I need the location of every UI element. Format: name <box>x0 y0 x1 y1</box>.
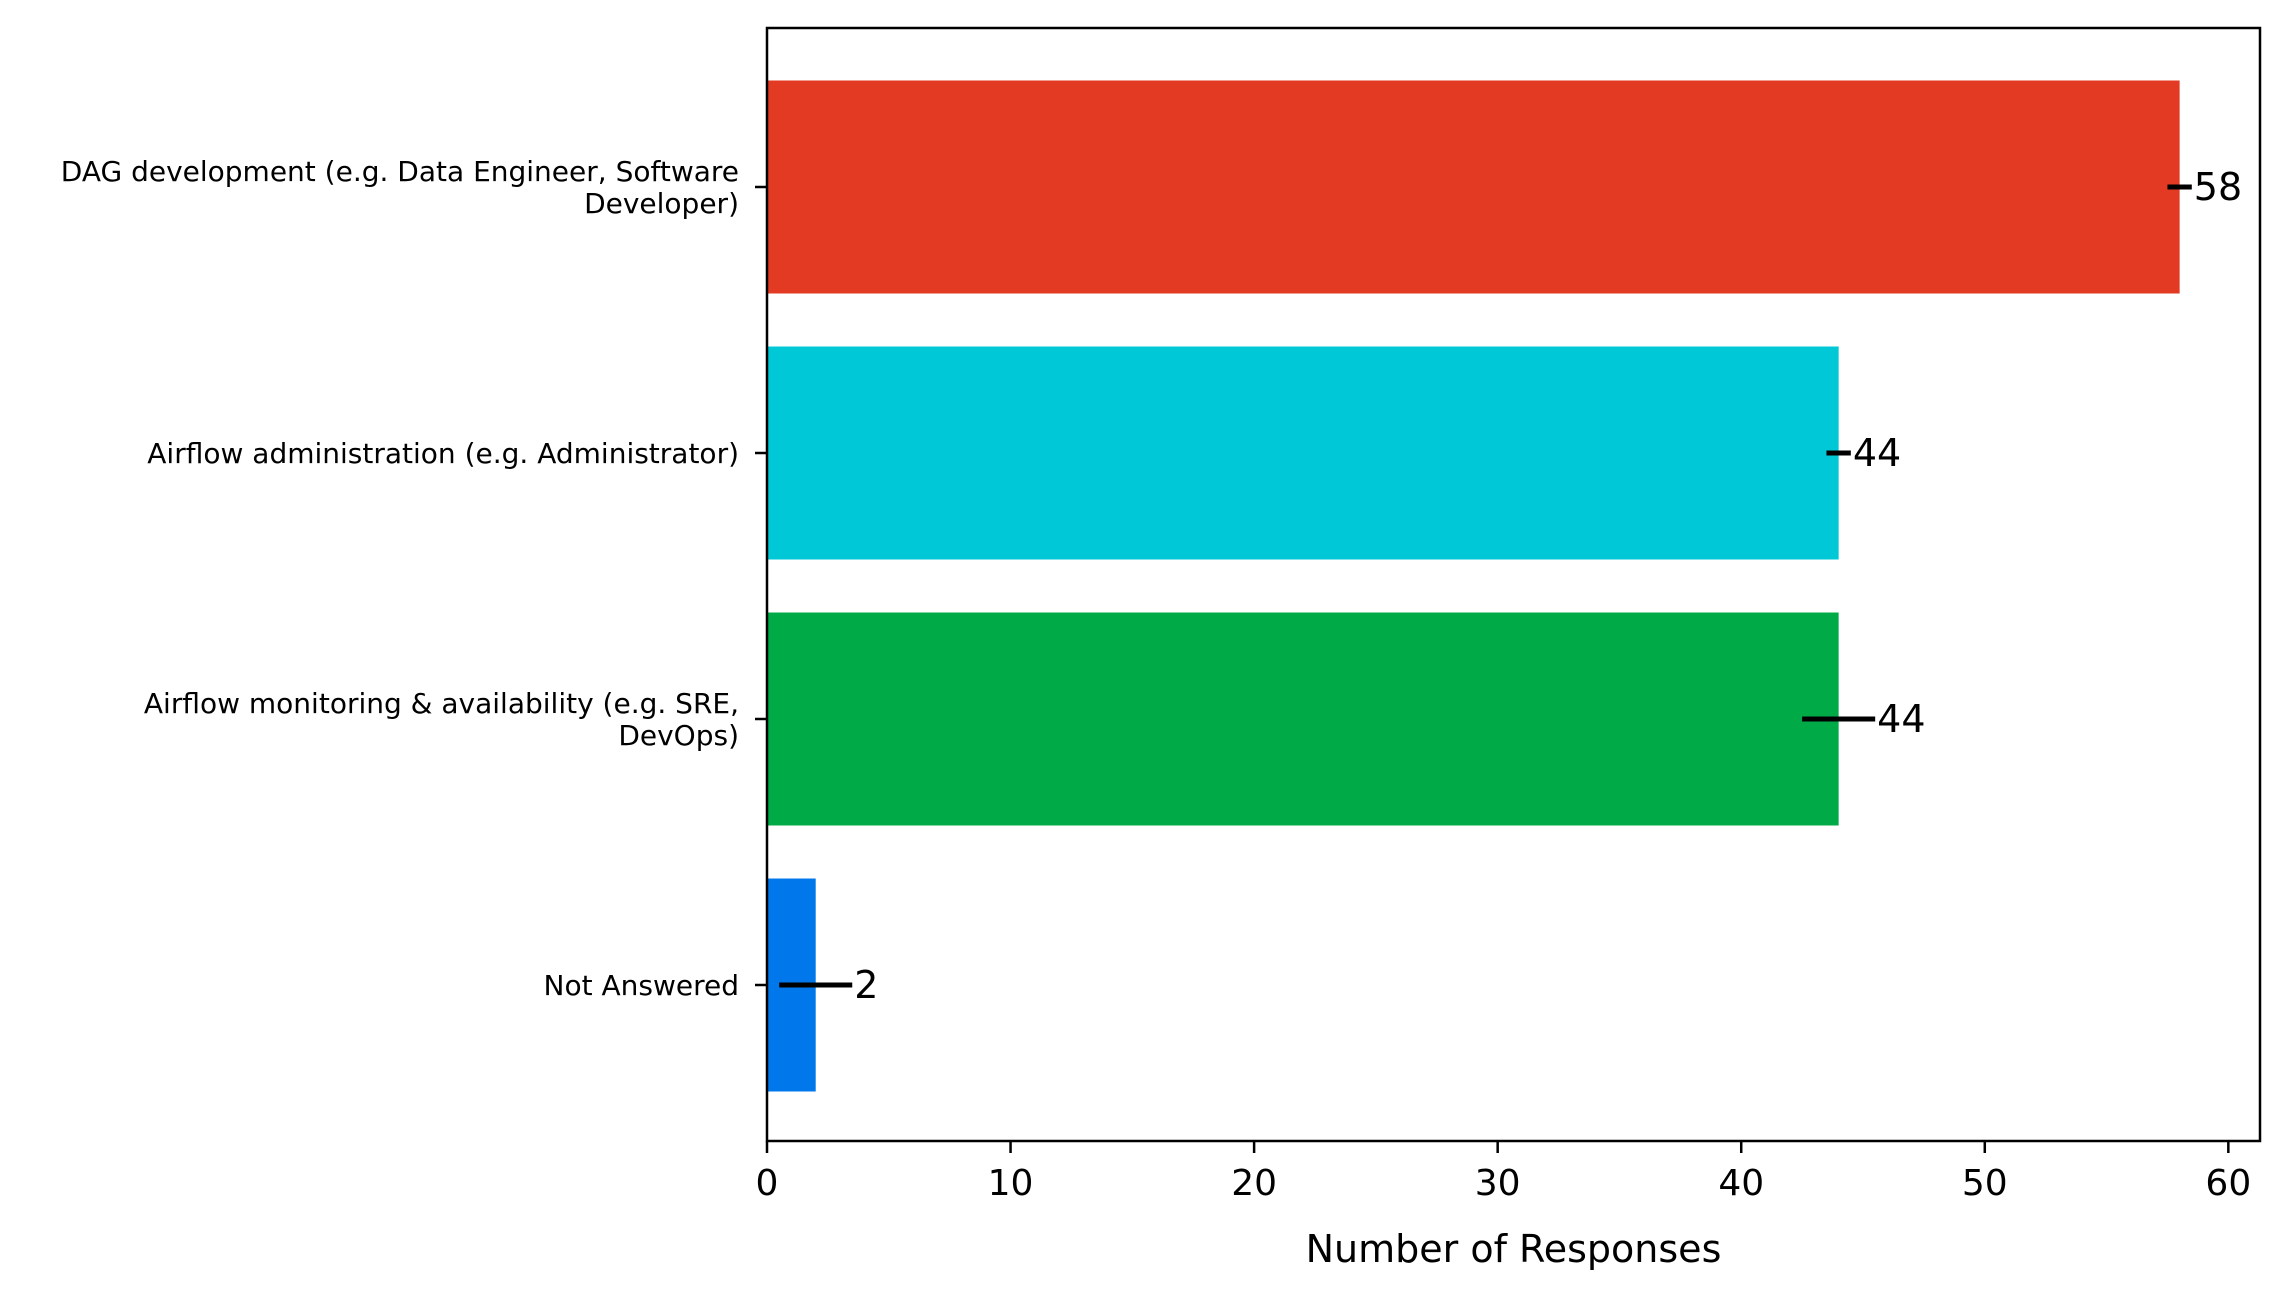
x-tick-label-6: 60 <box>2205 1163 2251 1204</box>
y-tick-label-1: Airflow administration (e.g. Administrat… <box>147 437 739 470</box>
x-tick-label-5: 50 <box>1962 1163 2008 1204</box>
y-axis: DAG development (e.g. Data Engineer, Sof… <box>61 155 767 1002</box>
x-axis: 0 10 20 30 40 50 60 <box>756 1141 2251 1204</box>
y-tick-label-0: DAG development (e.g. Data Engineer, Sof… <box>61 155 739 220</box>
data-label-0: 58 <box>2194 165 2242 209</box>
bar-2 <box>767 612 1839 826</box>
error-bars-layer <box>779 184 2192 988</box>
x-tick-label-3: 30 <box>1475 1163 1521 1204</box>
x-tick-label-1: 10 <box>988 1163 1034 1204</box>
data-label-3: 2 <box>854 963 878 1007</box>
x-tick-label-4: 40 <box>1718 1163 1764 1204</box>
bar-0 <box>767 80 2180 294</box>
data-label-2: 44 <box>1877 697 1925 741</box>
bar-1 <box>767 346 1839 560</box>
data-label-1: 44 <box>1853 431 1901 475</box>
x-tick-label-2: 20 <box>1231 1163 1277 1204</box>
x-tick-label-0: 0 <box>756 1163 779 1204</box>
y-tick-label-2: Airflow monitoring & availability (e.g. … <box>144 687 739 752</box>
plot-frame <box>765 26 2262 1143</box>
data-labels-layer: 58 44 44 2 <box>854 165 2242 1007</box>
y-tick-label-3: Not Answered <box>544 969 739 1002</box>
bars-layer <box>767 80 2180 1092</box>
x-axis-title: Number of Responses <box>1306 1227 1722 1271</box>
